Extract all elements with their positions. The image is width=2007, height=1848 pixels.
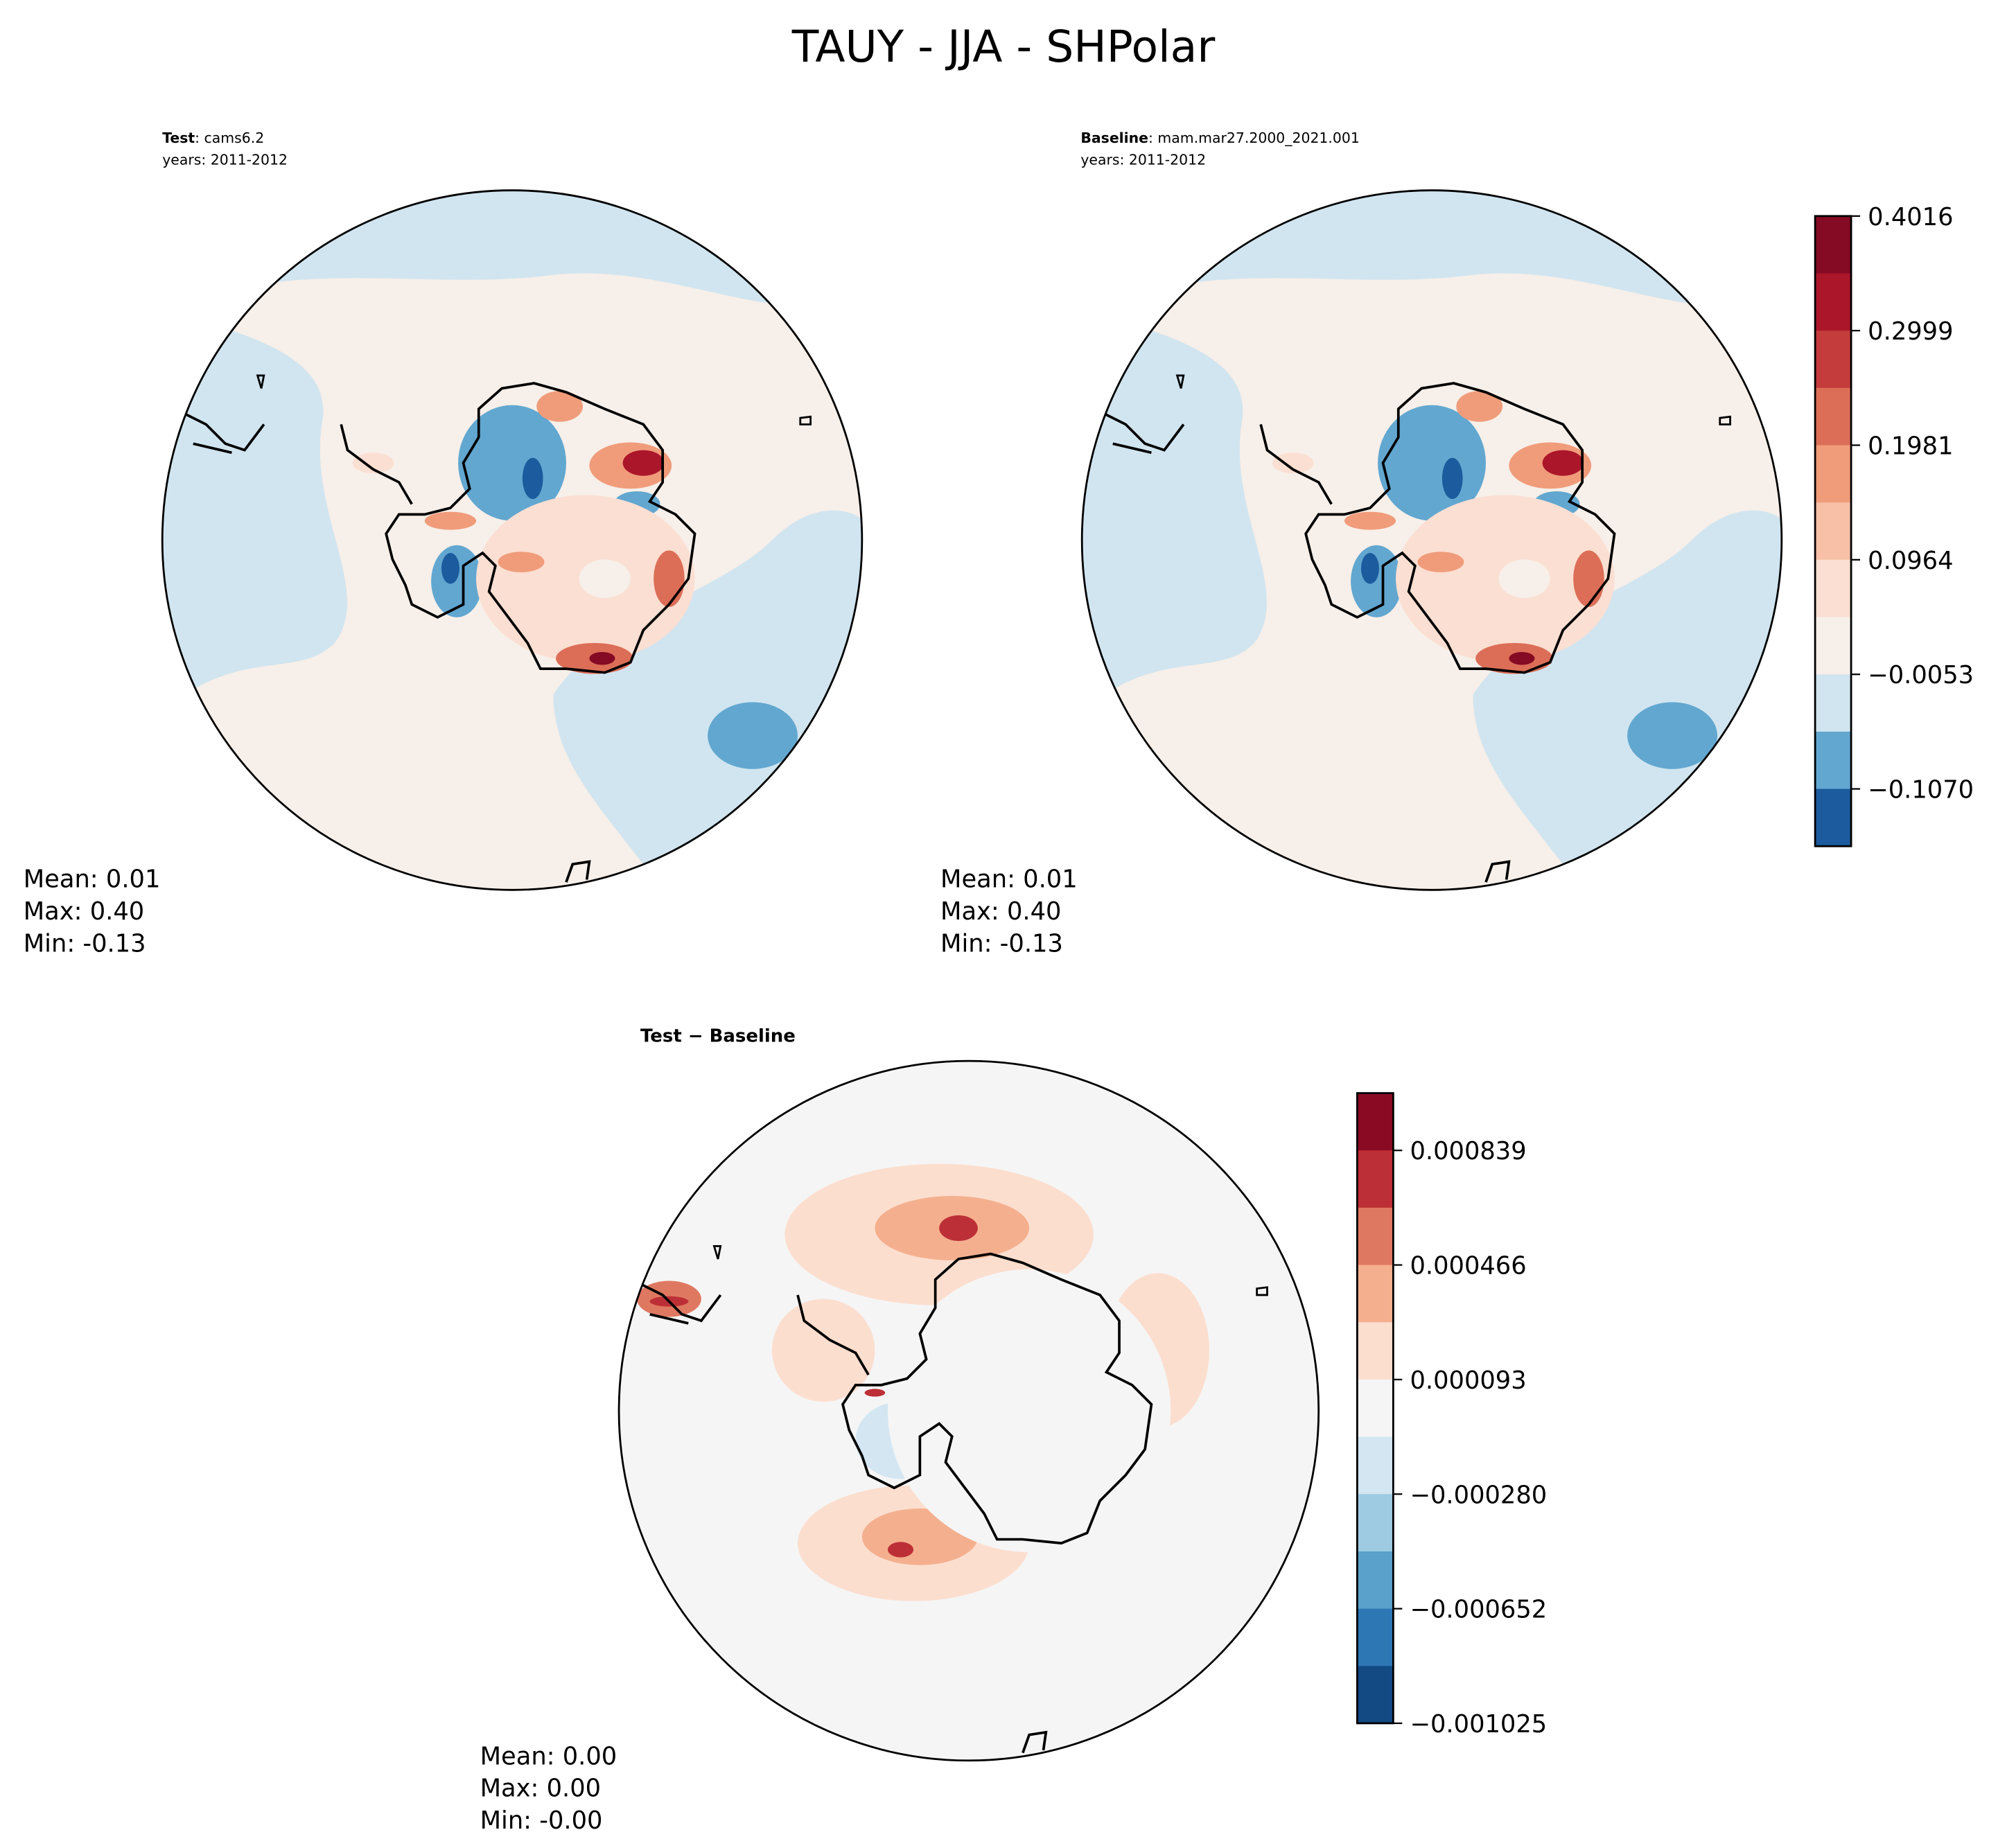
colorbar-tick-label: 0.2999 — [1868, 317, 1953, 346]
difference-colorbar: 0.000839 0.000466 0.000093 −0.000280 −0.0006… — [1356, 1092, 1547, 1739]
test-map — [162, 190, 862, 890]
colorbar-tick-label: 0.000093 — [1410, 1366, 1526, 1395]
colorbar-band — [1815, 674, 1852, 732]
colorbar-band — [1357, 1265, 1394, 1323]
colorbar-band — [1357, 1608, 1394, 1667]
baseline-max: Max: 0.40 — [940, 897, 1061, 926]
colorbar-tick-label: 0.1981 — [1868, 432, 1953, 460]
colorbar-band — [1815, 617, 1852, 676]
colorbar-band — [1815, 215, 1852, 274]
colorbar-band — [1357, 1322, 1394, 1380]
colorbar-tick-label: 0.000839 — [1410, 1137, 1526, 1165]
baseline-panel: Baseline: mam.mar27.2000_2021.001 years:… — [940, 130, 1974, 958]
test-max: Max: 0.40 — [24, 897, 144, 926]
baseline-map — [1082, 190, 1782, 890]
colorbar-outline — [1814, 215, 1852, 847]
baseline-colorbar: 0.4016 0.2999 0.1981 0.0964 −0.0053 −0.1070 — [1814, 203, 1974, 847]
baseline-map-boundary — [1080, 189, 1783, 891]
colorbar-band — [1815, 731, 1852, 790]
figure-title: TAUY - JJA - SHPolar — [791, 21, 1216, 72]
colorbar-tick-label: −0.000280 — [1410, 1481, 1547, 1509]
difference-map-boundary — [617, 1059, 1320, 1762]
colorbar-band — [1815, 273, 1852, 332]
colorbar-band — [1815, 789, 1852, 847]
colorbar-band — [1357, 1551, 1394, 1610]
colorbar-band — [1815, 445, 1852, 504]
colorbar-tick-label: 0.4016 — [1868, 203, 1953, 231]
test-panel-title: Test: cams6.2 — [162, 130, 264, 146]
difference-max: Max: 0.00 — [480, 1775, 601, 1803]
colorbar-band — [1357, 1436, 1394, 1495]
colorbar-tick-label: 0.000466 — [1410, 1252, 1526, 1281]
test-mean: Mean: 0.01 — [24, 865, 161, 894]
colorbar-outline — [1356, 1092, 1394, 1725]
colorbar-tick-label: 0.0964 — [1868, 547, 1953, 575]
colorbar-band — [1357, 1150, 1394, 1208]
difference-panel: Test − Baseline Mean: 0.00 Max: 0.00 Min… — [480, 1026, 1548, 1835]
test-min: Min: -0.13 — [24, 929, 146, 958]
colorbar-tick-label: −0.1070 — [1868, 776, 1974, 804]
test-map-boundary — [161, 189, 864, 891]
colorbar-band — [1357, 1379, 1394, 1438]
test-panel-years: years: 2011-2012 — [162, 152, 288, 168]
colorbar-band — [1357, 1207, 1394, 1266]
colorbar-band — [1815, 559, 1852, 618]
difference-map — [619, 1061, 1319, 1761]
baseline-panel-years: years: 2011-2012 — [1080, 152, 1206, 168]
baseline-mean: Mean: 0.01 — [940, 865, 1078, 894]
baseline-min: Min: -0.13 — [940, 929, 1063, 958]
colorbar-band — [1357, 1093, 1394, 1152]
difference-mean: Mean: 0.00 — [480, 1742, 617, 1770]
baseline-panel-title: Baseline: mam.mar27.2000_2021.001 — [1080, 130, 1360, 146]
colorbar-band — [1815, 502, 1852, 561]
difference-panel-title: Test − Baseline — [640, 1026, 796, 1046]
colorbar-tick-label: −0.001025 — [1410, 1710, 1547, 1739]
colorbar-band — [1815, 331, 1852, 389]
colorbar-tick-label: −0.000652 — [1410, 1596, 1547, 1624]
colorbar-band — [1357, 1666, 1394, 1724]
colorbar-tick-label: −0.0053 — [1868, 661, 1974, 689]
difference-min: Min: -0.00 — [480, 1806, 603, 1835]
test-panel: Test: cams6.2 years: 2011-2012 Mean: 0.0… — [24, 130, 864, 958]
colorbar-band — [1357, 1494, 1394, 1552]
colorbar-band — [1815, 387, 1852, 446]
